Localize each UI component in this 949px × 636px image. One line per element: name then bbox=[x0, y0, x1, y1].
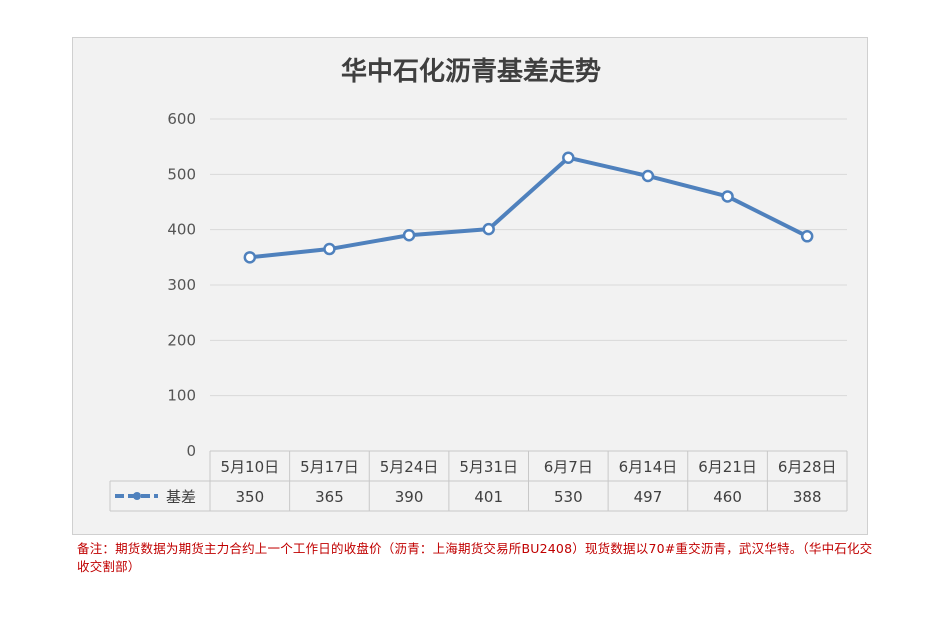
y-tick-label: 300 bbox=[167, 276, 196, 294]
chart-title: 华中石化沥青基差走势 bbox=[341, 56, 601, 87]
category-label: 6月28日 bbox=[778, 458, 837, 476]
category-label: 5月24日 bbox=[380, 458, 439, 476]
category-label: 5月31日 bbox=[459, 458, 518, 476]
y-tick-label: 400 bbox=[167, 221, 196, 239]
data-point bbox=[721, 190, 734, 203]
category-label: 5月17日 bbox=[300, 458, 359, 476]
legend-marker bbox=[133, 492, 141, 500]
data-point bbox=[800, 230, 814, 243]
category-label: 6月21日 bbox=[698, 458, 757, 476]
series-line bbox=[249, 155, 809, 260]
chart-area: 华中石化沥青基差走势 0 100 200 300 400 500 600 5月10日 350 5… bbox=[72, 37, 868, 535]
category-label: 6月7日 bbox=[544, 458, 593, 476]
category-label: 5月10日 bbox=[220, 458, 279, 476]
line-chart: 华中石化沥青基差走势 0 100 200 300 400 500 600 5月10日 350 5… bbox=[109, 56, 848, 512]
data-table-value: 401 bbox=[474, 488, 503, 506]
data-point bbox=[562, 151, 575, 164]
footnote: 备注：期货数据为期货主力合约上一个工作日的收盘价（沥青：上海期货交易所BU240… bbox=[77, 541, 873, 574]
y-tick-label: 600 bbox=[167, 110, 196, 128]
data-table-value: 460 bbox=[713, 488, 742, 506]
y-tick-label: 500 bbox=[167, 165, 196, 183]
data-point bbox=[402, 228, 416, 242]
data-point bbox=[641, 169, 655, 183]
data-point bbox=[243, 251, 257, 264]
data-table-value: 350 bbox=[235, 488, 264, 506]
data-table-value: 388 bbox=[793, 488, 822, 506]
data-table-value: 390 bbox=[395, 488, 424, 506]
y-tick-label: 100 bbox=[167, 387, 196, 405]
data-table-value: 365 bbox=[315, 488, 344, 506]
data-point bbox=[323, 242, 336, 256]
data-point bbox=[482, 222, 495, 236]
y-tick-label: 0 bbox=[186, 442, 196, 460]
data-table-value: 530 bbox=[554, 488, 583, 506]
legend-series-name: 基差 bbox=[166, 488, 196, 506]
data-table-value: 497 bbox=[634, 488, 663, 506]
category-label: 6月14日 bbox=[619, 458, 678, 476]
y-tick-label: 200 bbox=[167, 331, 196, 349]
